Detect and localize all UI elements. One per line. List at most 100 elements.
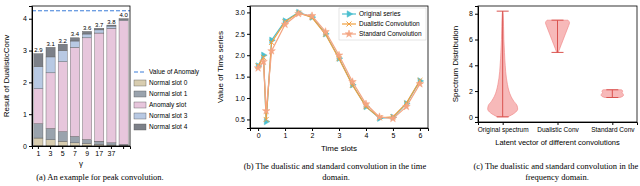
y-axis-tick: 6 bbox=[469, 36, 478, 43]
bar-segment bbox=[107, 26, 116, 28]
bar-series bbox=[34, 20, 128, 144]
bar-segment bbox=[119, 20, 128, 144]
tick-label: 1 bbox=[23, 111, 27, 118]
tick-mark bbox=[99, 146, 100, 149]
legend-label: Value of Anomaly bbox=[149, 68, 200, 76]
legend-swatch bbox=[134, 102, 146, 108]
tick-label: 2.0 bbox=[235, 52, 245, 59]
bar-segment bbox=[58, 62, 67, 132]
bar-segment bbox=[95, 141, 104, 144]
x-axis-tick: Standard Conv bbox=[591, 122, 635, 133]
tick-mark bbox=[247, 77, 250, 78]
tick-label: 2 bbox=[311, 132, 315, 139]
tick-mark bbox=[420, 128, 421, 131]
axis-line bbox=[475, 7, 479, 123]
violin-body bbox=[488, 11, 518, 117]
axis-line bbox=[29, 7, 33, 147]
marker bbox=[260, 58, 268, 65]
x-axis-tick: 9 bbox=[85, 146, 89, 157]
y-axis-tick: 0 bbox=[469, 114, 478, 121]
x-axis-tick: 7 bbox=[73, 146, 77, 157]
tick-mark bbox=[558, 122, 559, 125]
bar-segment bbox=[107, 143, 116, 145]
legend-marker bbox=[347, 22, 352, 27]
bar-segment bbox=[70, 41, 79, 47]
marker bbox=[262, 52, 268, 58]
x-axis-tick: 1 bbox=[36, 146, 40, 157]
legend-label: Normal slot 1 bbox=[149, 90, 188, 97]
data-label: 3.7 bbox=[95, 22, 104, 28]
tick-label: 4 bbox=[365, 132, 369, 139]
y-axis-label: Spectrum Distribution bbox=[451, 26, 460, 102]
bar-series bbox=[34, 19, 128, 67]
tick-label: 5 bbox=[61, 150, 65, 157]
caption-line: (c) The dualistic and standard convoluti… bbox=[474, 161, 640, 171]
tick-label: 37 bbox=[108, 150, 116, 157]
legend-swatch bbox=[134, 91, 146, 97]
marker bbox=[281, 20, 289, 27]
tick-mark bbox=[503, 122, 504, 125]
y-axis-tick: 3 bbox=[23, 47, 32, 54]
tick-mark bbox=[29, 51, 32, 52]
marker bbox=[322, 28, 330, 35]
bar-segment bbox=[70, 136, 79, 142]
data-label: 3.8 bbox=[107, 19, 116, 25]
violin-range bbox=[612, 90, 613, 98]
legend: Original seriesDualistic ConvolutionStan… bbox=[339, 8, 426, 40]
panel-c: 02468Original spectrumDualistic ConvStan… bbox=[451, 6, 638, 147]
x-axis-tick: Original spectrum bbox=[478, 122, 529, 134]
bar-segment bbox=[83, 38, 92, 140]
plot-area bbox=[488, 11, 624, 117]
tick-mark bbox=[74, 146, 75, 149]
bar-segment bbox=[107, 25, 116, 27]
marker bbox=[254, 64, 262, 71]
x-axis-tick: 2 bbox=[311, 128, 315, 139]
tick-label: 0 bbox=[469, 114, 473, 121]
tick-label: 4 bbox=[23, 15, 27, 22]
tick-mark bbox=[111, 146, 112, 149]
y-axis-tick: 4 bbox=[469, 62, 478, 69]
violin bbox=[488, 11, 518, 117]
tick-mark bbox=[393, 128, 394, 131]
legend-swatch bbox=[134, 72, 146, 73]
x-axis-tick: 1 bbox=[284, 128, 288, 139]
bar-segment bbox=[70, 47, 79, 136]
x-axis-label: Time slots bbox=[321, 144, 357, 153]
y-axis-tick: 1.5 bbox=[235, 73, 250, 80]
tick-label: 3 bbox=[23, 47, 27, 54]
caption: (a) An example for peak convolution. bbox=[36, 172, 163, 182]
x-axis-tick bbox=[123, 146, 124, 149]
bar-segment bbox=[46, 140, 55, 146]
tick-mark bbox=[475, 91, 478, 92]
violin bbox=[546, 20, 570, 52]
tick-label: 2 bbox=[469, 88, 473, 95]
bar-segment bbox=[58, 141, 67, 146]
violin-body bbox=[601, 90, 624, 98]
legend-marker bbox=[345, 30, 353, 37]
tick-mark bbox=[612, 122, 613, 125]
y-axis: 0.51.01.52.02.53.0 bbox=[235, 7, 250, 129]
bar-segment bbox=[34, 66, 43, 88]
data-label: 4.0 bbox=[119, 12, 128, 18]
violin-max bbox=[552, 20, 564, 21]
bar-segment bbox=[46, 129, 55, 140]
y-axis-tick: 8 bbox=[469, 10, 478, 17]
tick-mark bbox=[475, 40, 478, 41]
axis-line bbox=[33, 147, 131, 150]
legend: Value of AnomalyNormal slot 0Normal slot… bbox=[134, 68, 200, 130]
tick-label: 1.0 bbox=[235, 95, 245, 102]
y-axis-tick: 2 bbox=[469, 88, 478, 95]
x-axis-tick: 0 bbox=[257, 128, 261, 139]
bar-segment bbox=[58, 51, 67, 62]
x-axis-label: γ bbox=[79, 159, 83, 168]
marker bbox=[295, 10, 303, 17]
violin-range bbox=[557, 20, 558, 52]
marker bbox=[416, 80, 424, 87]
bar-segment bbox=[34, 124, 43, 138]
bar-segment bbox=[119, 19, 128, 21]
violin-min bbox=[552, 52, 564, 53]
legend-swatch bbox=[134, 113, 146, 119]
x-axis-tick: 37 bbox=[108, 146, 116, 157]
bar-segment bbox=[83, 34, 92, 38]
marker bbox=[349, 78, 357, 85]
